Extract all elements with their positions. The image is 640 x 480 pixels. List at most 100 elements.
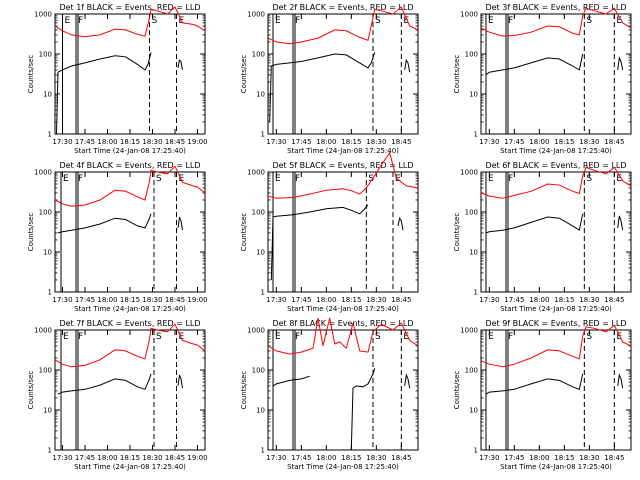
marker-label: S [586,16,592,26]
x-tick-label: 18:30 [366,296,386,304]
y-tick-label: 1000 [460,327,478,335]
x-axis-label: Start Time (24-Jan-08 17:25:40) [500,305,612,313]
panel-title: Det 2f BLACK = Events, RED = LLD [272,3,413,12]
y-tick-label: 10 [256,407,265,415]
y-axis-label: Counts/sec [453,213,461,252]
series-line-events-late [404,373,411,389]
marker-label: F [508,174,513,184]
x-axis-label: Start Time (24-Jan-08 17:25:40) [500,147,612,155]
series-line-events-late [404,58,411,73]
plot-frame [480,13,632,135]
x-axis-label: Start Time (24-Jan-08 17:25:40) [74,147,186,155]
y-tick-label: 100 [465,209,478,217]
panel-1: Det 1f BLACK = Events, RED = LLD 1 10 100 10… [27,3,208,155]
x-tick-label: 18:15 [554,138,574,146]
y-axis-label: Counts/sec [453,55,461,94]
panel-title: Det 3f BLACK = Events, RED = LLD [485,3,626,12]
x-tick-label: 18:00 [529,296,549,304]
y-axis-label: Counts/sec [27,55,35,94]
marker-label: E [616,174,622,184]
x-tick-label: 19:00 [187,296,207,304]
x-tick-label: 19:00 [187,454,207,462]
series-line-lld [267,317,419,355]
x-tick-label: 18:30 [142,454,162,462]
x-tick-label: 18:30 [142,296,162,304]
series-line-events-middle [350,368,376,451]
marker-label: S [586,174,592,184]
y-tick-label: 1000 [34,11,52,19]
x-tick-label: 18:30 [579,454,599,462]
panel-title: Det 7f BLACK = Events, RED = LLD [59,319,200,328]
panel-9: Det 9f BLACK = Events, RED = LLD 1 10 100 10… [453,319,632,471]
y-tick-label: 1000 [247,327,265,335]
y-tick-label: 10 [469,249,478,257]
x-axis-label: Start Time (24-Jan-08 17:25:40) [287,305,399,313]
series-line-lld [267,151,419,199]
y-tick-label: 100 [465,367,478,375]
x-tick-label: 17:45 [291,138,311,146]
panel-7: Det 7f BLACK = Events, RED = LLD 1 10 100 10… [27,319,208,471]
x-tick-label: 17:45 [504,138,524,146]
marker-label: E [65,16,71,26]
x-tick-label: 19:00 [187,138,207,146]
x-tick-label: 18:45 [604,138,624,146]
series-line-lld [480,166,632,199]
panel-2: Det 2f BLACK = Events, RED = LLD 1 10 100 10… [240,3,419,155]
series-line-lld [480,7,632,37]
x-tick-label: 18:45 [391,296,411,304]
marker-label: E [488,174,494,184]
x-tick-label: 18:00 [316,296,336,304]
y-tick-label: 1 [474,289,478,297]
x-tick-label: 18:45 [165,296,185,304]
x-axis-label: Start Time (24-Jan-08 17:25:40) [74,463,186,471]
x-tick-label: 18:00 [97,138,117,146]
x-tick-label: 18:45 [391,454,411,462]
marker-label: E [63,332,69,342]
x-tick-label: 17:30 [479,138,499,146]
y-tick-label: 100 [465,51,478,59]
y-tick-label: 1000 [34,169,52,177]
series-line-events-late [617,215,624,231]
y-tick-label: 1000 [460,11,478,19]
marker-label: F [295,332,300,342]
marker-label: E [275,16,281,26]
marker-label: F [295,16,300,26]
x-tick-label: 17:45 [291,296,311,304]
panel-4: Det 4f BLACK = Events, RED = LLD 1 10 100 10… [27,161,208,313]
y-tick-label: 1 [261,131,265,139]
panel-title: Det 5f BLACK = Events, RED = LLD [272,161,413,170]
y-tick-label: 1000 [247,11,265,19]
series-line-events [485,373,584,395]
y-tick-label: 1 [261,447,265,455]
x-tick-label: 18:15 [341,454,361,462]
y-tick-label: 1000 [460,169,478,177]
x-axis-label: Start Time (24-Jan-08 17:25:40) [500,463,612,471]
y-axis-label: Counts/sec [27,371,35,410]
x-tick-label: 18:30 [579,138,599,146]
series-line-events [485,53,584,76]
series-line-events-late [617,56,624,70]
x-tick-label: 17:45 [504,296,524,304]
marker-label: E [616,16,622,26]
panel-5: Det 5f BLACK = Events, RED = LLD 1 10 100 10… [240,151,419,313]
y-tick-label: 100 [39,51,52,59]
x-tick-label: 18:15 [341,138,361,146]
x-tick-label: 18:00 [97,454,117,462]
plot-frame [267,13,419,135]
panel-8: Det 8f BLACK = Events, RED = LLD 1 10 100 10… [240,317,419,471]
x-tick-label: 17:30 [266,454,286,462]
panel-title: Det 4f BLACK = Events, RED = LLD [59,161,200,170]
x-axis-label: Start Time (24-Jan-08 17:25:40) [287,147,399,155]
x-tick-label: 17:45 [75,454,95,462]
series-line-events [57,373,152,395]
plot-frame [480,329,632,451]
plot-frame [267,171,419,293]
marker-label: F [78,174,83,184]
x-axis-label: Start Time (24-Jan-08 17:25:40) [287,463,399,471]
marker-label: S [152,16,158,26]
marker-label: F [508,16,513,26]
x-tick-label: 18:15 [554,454,574,462]
y-tick-label: 1000 [247,169,265,177]
x-tick-label: 18:15 [120,138,140,146]
